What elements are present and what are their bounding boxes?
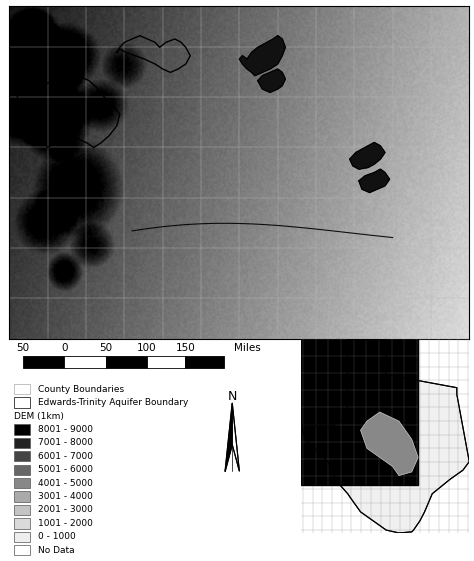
Text: 4001 - 5000: 4001 - 5000 bbox=[38, 479, 93, 488]
Text: No Data: No Data bbox=[38, 546, 74, 555]
Bar bbox=[14, 397, 30, 408]
Bar bbox=[23, 356, 64, 368]
Text: 2001 - 3000: 2001 - 3000 bbox=[38, 505, 93, 514]
Bar bbox=[14, 545, 30, 555]
Text: 0: 0 bbox=[61, 343, 68, 353]
Text: 6001 - 7000: 6001 - 7000 bbox=[38, 452, 93, 461]
Bar bbox=[14, 384, 30, 394]
Bar bbox=[14, 505, 30, 515]
Text: 50: 50 bbox=[99, 343, 112, 353]
Text: 150: 150 bbox=[175, 343, 195, 353]
Polygon shape bbox=[225, 403, 232, 471]
Polygon shape bbox=[361, 412, 418, 476]
Polygon shape bbox=[359, 169, 390, 192]
Text: Miles: Miles bbox=[234, 343, 260, 353]
Text: 1001 - 2000: 1001 - 2000 bbox=[38, 519, 93, 528]
Bar bbox=[14, 451, 30, 461]
Bar bbox=[14, 491, 30, 502]
Bar bbox=[14, 478, 30, 488]
Text: N: N bbox=[228, 390, 237, 403]
Bar bbox=[14, 424, 30, 435]
Polygon shape bbox=[350, 142, 385, 169]
Bar bbox=[301, 339, 418, 485]
Bar bbox=[106, 356, 147, 368]
Text: 0 - 1000: 0 - 1000 bbox=[38, 532, 75, 541]
Text: 3001 - 4000: 3001 - 4000 bbox=[38, 492, 93, 501]
Bar bbox=[64, 356, 106, 368]
Polygon shape bbox=[239, 36, 285, 76]
Text: Edwards-Trinity Aquifer Boundary: Edwards-Trinity Aquifer Boundary bbox=[38, 398, 188, 407]
Bar bbox=[147, 356, 185, 368]
Text: County Boundaries: County Boundaries bbox=[38, 385, 124, 394]
Polygon shape bbox=[301, 339, 469, 533]
Text: 7001 - 8000: 7001 - 8000 bbox=[38, 438, 93, 447]
Text: 100: 100 bbox=[137, 343, 157, 353]
Bar bbox=[14, 438, 30, 448]
Polygon shape bbox=[258, 69, 285, 93]
Bar bbox=[185, 356, 224, 368]
Text: 5001 - 6000: 5001 - 6000 bbox=[38, 465, 93, 474]
Polygon shape bbox=[232, 403, 239, 471]
Bar bbox=[14, 532, 30, 542]
Bar bbox=[14, 518, 30, 528]
Text: DEM (1km): DEM (1km) bbox=[14, 412, 64, 421]
Text: 50: 50 bbox=[17, 343, 30, 353]
Bar bbox=[14, 465, 30, 475]
Text: 8001 - 9000: 8001 - 9000 bbox=[38, 425, 93, 434]
